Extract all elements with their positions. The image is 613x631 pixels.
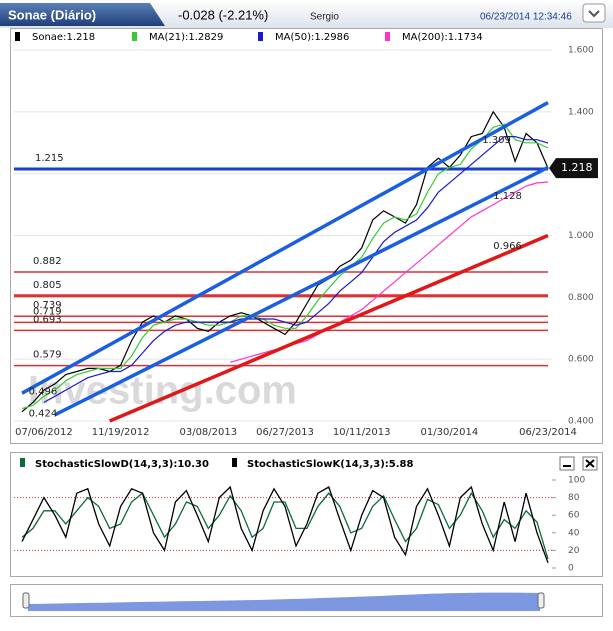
annotation: 0.966 [493,241,522,252]
level-label: 0.739 [33,300,62,311]
legend-label: StochasticSlowK(14,3,3):5.88 [247,459,414,470]
datetime: 06/23/2014 12:34:46 [480,12,572,23]
y-tick-label: 20 [568,546,580,556]
settings-button[interactable] [582,3,606,23]
navigator-handle-right[interactable] [537,592,545,609]
x-tick-label: 10/11/2013 [333,427,391,438]
price-tag-label: 1.218 [561,161,593,174]
legend-label: StochasticSlowD(14,3,3):10.30 [35,459,209,470]
x-tick-label: 06/27/2013 [256,427,314,438]
series-line [21,491,549,560]
annotation: 1.309 [482,135,511,146]
stoch-panel [10,452,603,577]
trend-line [21,101,549,395]
y-tick-label: 1.400 [568,107,594,117]
legend-label: Sonae:1.218 [32,32,95,43]
user: Sergio [310,12,339,23]
series-line [43,136,549,403]
x-tick-label: 11/19/2012 [92,427,150,438]
y-tick-label: 100 [568,476,585,486]
level-label: 0.882 [33,256,62,267]
legend-label: MA(21):1.2829 [149,32,223,43]
level-label: 1.215 [35,153,64,164]
y-tick-label: 1.600 [568,46,594,56]
navigator-area [28,592,540,611]
legend-icon [232,458,237,467]
series-line [21,123,549,410]
legend-label: MA(50):1.2986 [275,32,349,43]
series-line [21,485,549,564]
legend-icon [258,32,263,41]
close-icon [585,459,595,468]
trend-line [54,165,549,417]
legend-icon [20,458,25,467]
y-tick-label: 40 [568,528,580,538]
y-tick-label: 80 [568,493,580,503]
level-label: 0.693 [33,314,62,325]
y-tick-label: 0.400 [568,417,594,427]
price-tag [549,158,598,179]
legend-icon [385,32,390,41]
x-tick-label: 07/06/2012 [15,427,73,438]
legend-icon [15,32,20,41]
settings-icon [588,10,600,18]
level-label: 0.579 [33,350,62,361]
title: Sonae (Diário) [8,7,96,22]
x-tick-label: 03/08/2013 [179,427,237,438]
change: -0.028 (-2.21%) [178,7,268,22]
level-label: 0.805 [33,280,62,291]
x-tick-label: 01/30/2014 [421,427,479,438]
y-tick-label: 0.600 [568,355,594,365]
navigator-handle-left[interactable] [22,592,30,609]
y-tick-label: 1.000 [568,231,594,241]
watermark: Investing.com [28,369,297,413]
annotation: 0.496 [29,386,58,397]
title-tab [0,3,165,26]
trend-line [108,233,549,423]
x-tick-label: 06/23/2014 [519,427,577,438]
legend-icon [132,32,137,41]
annotation: 0.424 [29,409,58,420]
y-tick-label: 0.800 [568,293,594,303]
annotation: 1.128 [493,191,522,202]
minimize-button[interactable] [559,456,575,471]
y-tick-label: 0 [568,564,574,574]
level-label: 0.719 [33,306,62,317]
y-tick-label: 60 [568,511,580,521]
legend-label: MA(200):1.1734 [402,32,483,43]
